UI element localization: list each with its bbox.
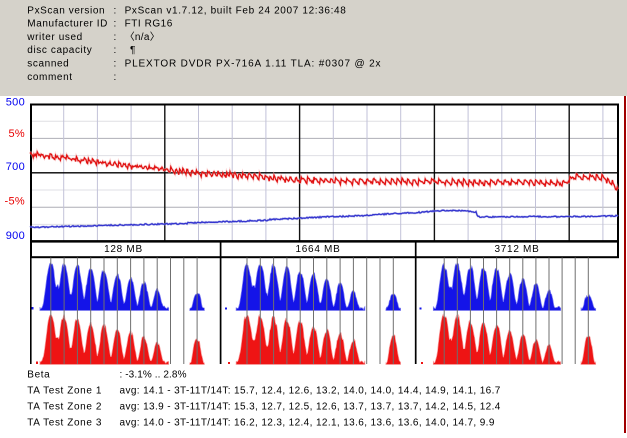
svg-text:¶: ¶ [130, 45, 136, 56]
svg-text:500: 500 [6, 97, 25, 109]
svg-text:TA Test Zone 2: TA Test Zone 2 [27, 402, 102, 413]
svg-text:scanned: scanned [27, 59, 69, 70]
svg-text:128 MB: 128 MB [104, 244, 143, 255]
svg-text:PxScan v1.7.12, built Feb 24 2: PxScan v1.7.12, built Feb 24 2007 12:36:… [125, 5, 347, 16]
svg-text::: : [114, 45, 117, 56]
svg-text:700: 700 [6, 161, 25, 173]
svg-text:1664 MB: 1664 MB [296, 244, 341, 255]
svg-text:PLEXTOR DVDR PX-716A 1.11 TLA: PLEXTOR DVDR PX-716A 1.11 TLA: #0307 @ 2… [125, 59, 382, 70]
svg-text:disc capacity: disc capacity [27, 45, 92, 56]
svg-text:avg: 13.9 - 3T-11T/14T: 15.3,: avg: 13.9 - 3T-11T/14T: 15.3, 12.7, 12.5… [120, 402, 501, 413]
svg-text::: : [114, 32, 117, 43]
svg-text:FTI RG16: FTI RG16 [125, 19, 173, 30]
svg-text:writer used: writer used [26, 32, 83, 43]
svg-text::: : [114, 59, 117, 70]
svg-text:〈n/a〉: 〈n/a〉 [125, 31, 160, 43]
svg-text:TA Test Zone 1: TA Test Zone 1 [27, 386, 102, 397]
svg-text:avg: 14.0 - 3T-11T/14T: 16.2,: avg: 14.0 - 3T-11T/14T: 16.2, 12.3, 12.4… [120, 418, 495, 429]
svg-text:PxScan version: PxScan version [27, 5, 105, 16]
svg-text::: : [114, 5, 117, 16]
svg-text:Beta: Beta [27, 370, 50, 381]
svg-text:comment: comment [27, 72, 72, 83]
svg-text:Manufacturer ID: Manufacturer ID [27, 19, 108, 30]
svg-text:TA Test Zone 3: TA Test Zone 3 [27, 418, 102, 429]
svg-text:-5%: -5% [5, 196, 25, 208]
svg-text:900: 900 [6, 230, 25, 242]
svg-text:avg: 14.1 - 3T-11T/14T: 15.7,: avg: 14.1 - 3T-11T/14T: 15.7, 12.4, 12.6… [120, 386, 501, 397]
svg-text::: : [114, 19, 117, 30]
svg-text:: -3.1% .. 2.8%: : -3.1% .. 2.8% [120, 370, 187, 381]
svg-text:3712 MB: 3712 MB [495, 244, 540, 255]
svg-text::: : [114, 72, 117, 83]
svg-text:5%: 5% [9, 128, 26, 140]
